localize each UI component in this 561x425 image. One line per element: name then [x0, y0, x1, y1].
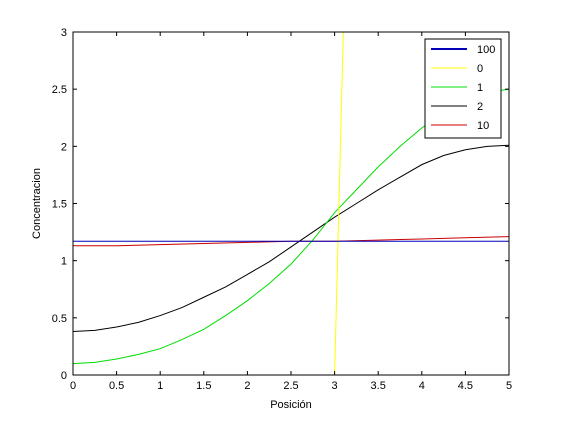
legend-label-10: 10 — [477, 120, 489, 132]
x-tick-label: 0.5 — [109, 380, 124, 392]
y-tick-label: 3 — [61, 27, 67, 39]
x-axis-ticks: 0 0.5 1 1.5 2 2.5 3 3.5 4 4.5 5 — [70, 32, 512, 392]
x-tick-label: 1 — [157, 380, 163, 392]
x-tick-label: 4.5 — [458, 380, 473, 392]
x-tick-label: 1.5 — [196, 380, 211, 392]
legend-label-0: 0 — [477, 63, 483, 75]
x-tick-label: 4 — [419, 380, 425, 392]
series-line-2 — [73, 144, 509, 333]
y-tick-label: 1 — [61, 256, 67, 268]
y-tick-label: 2 — [61, 141, 67, 153]
x-tick-label: 2.5 — [283, 380, 298, 392]
x-tick-label: 2 — [244, 380, 250, 392]
legend-label-100: 100 — [477, 44, 495, 56]
y-tick-label: 0.5 — [52, 313, 67, 325]
x-tick-label: 3 — [332, 380, 338, 392]
y-tick-label: 2.5 — [52, 84, 67, 96]
legend-label-2: 2 — [477, 101, 483, 113]
x-tick-label: 0 — [70, 380, 76, 392]
y-tick-label: 0 — [61, 370, 67, 382]
series-line-0 — [73, 32, 344, 375]
y-axis-ticks: 0 0.5 1 1.5 2 2.5 3 — [52, 27, 509, 382]
x-tick-label: 3.5 — [371, 380, 386, 392]
x-tick-label: 5 — [506, 380, 512, 392]
x-axis-label: Posición — [270, 399, 312, 411]
legend-label-1: 1 — [477, 82, 483, 94]
legend-box — [424, 38, 502, 139]
y-tick-label: 1.5 — [52, 199, 67, 211]
y-axis-label: Concentracion — [31, 168, 43, 239]
legend: 100 0 1 2 10 — [424, 38, 502, 139]
